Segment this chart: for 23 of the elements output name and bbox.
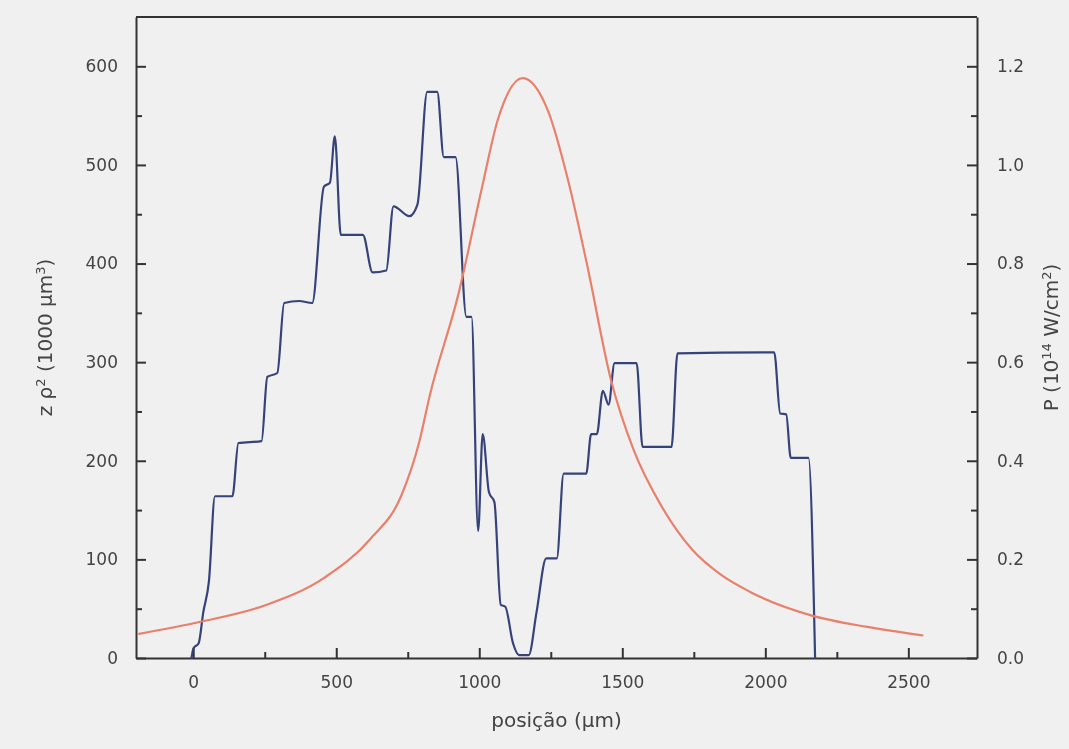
x-tick-label: 2500: [887, 672, 931, 693]
y-tick-label: 100: [85, 549, 118, 570]
y-tick-label: 400: [85, 253, 118, 274]
y2-tick-label: 1.0: [997, 154, 1025, 175]
y2-tick-label: 0.2: [997, 549, 1025, 570]
y-tick-label: 200: [85, 450, 118, 471]
x-tick-label: 0: [188, 672, 200, 693]
y2-tick-label: 0.8: [997, 253, 1025, 274]
line-series: [138, 77, 924, 637]
y-tick-label: 500: [85, 154, 118, 175]
y-tick-label: 600: [85, 56, 118, 77]
x-tick-label: 500: [320, 672, 353, 693]
y-tick-label: 0: [107, 647, 118, 668]
y2-tick-label: 1.2: [997, 56, 1025, 77]
x-tick-label: 1000: [458, 672, 502, 693]
y-tick-label: 300: [85, 352, 118, 373]
x-axis-title: posição (μm): [491, 708, 622, 732]
x-tick-label: 1500: [601, 672, 645, 693]
x-tick-label: 2000: [744, 672, 788, 693]
y2-tick-label: 0.6: [997, 352, 1025, 373]
y2-tick-label: 0.0: [997, 647, 1025, 668]
y2-tick-label: 0.4: [997, 450, 1025, 471]
line-series: [190, 90, 817, 660]
